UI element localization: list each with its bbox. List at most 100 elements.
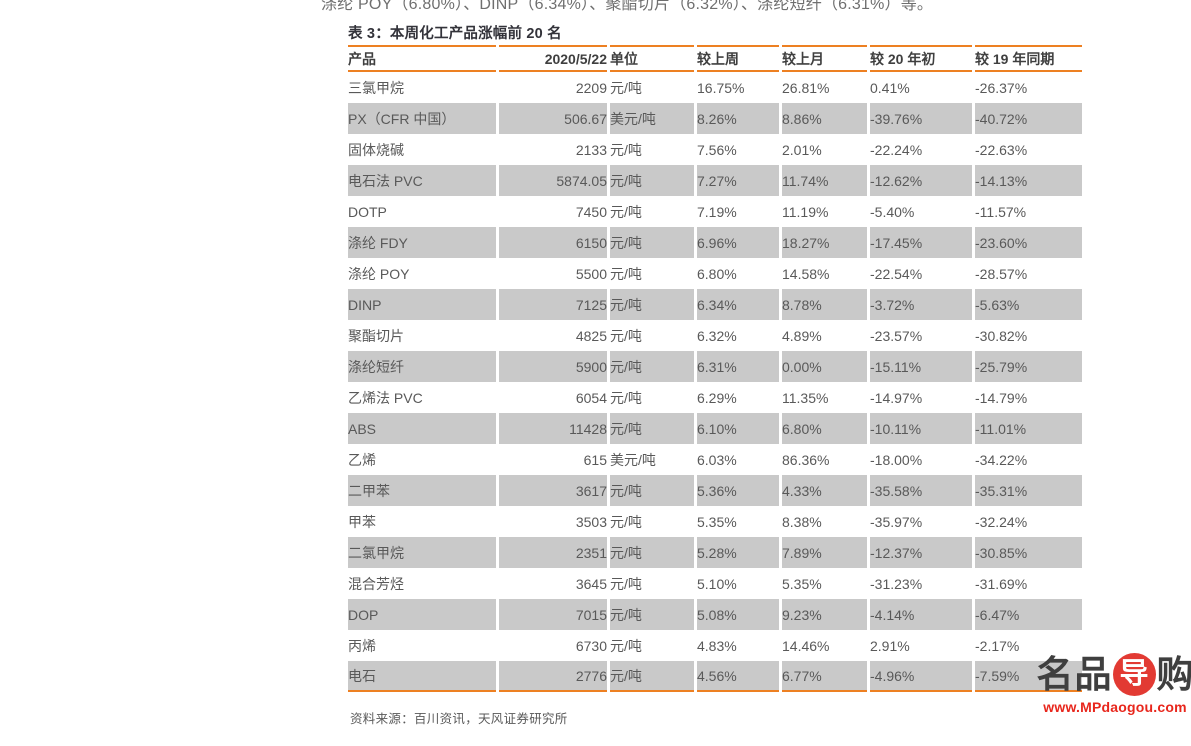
header-yoy: 较 19 年同期	[975, 45, 1082, 72]
price-change-table: 产品 2020/5/22 单位 较上周 较上月 较 20 年初 较 19 年同期…	[345, 45, 1085, 692]
cell: 甲苯	[348, 513, 376, 530]
cell: 14.58%	[782, 265, 830, 282]
cell: 6.03%	[697, 451, 737, 468]
cell: 固体烧碱	[348, 141, 404, 158]
logo-characters: 名 品 导 购	[1036, 653, 1191, 696]
cell: 元/吨	[610, 351, 694, 382]
cell: 元/吨	[610, 289, 694, 320]
cell: 8.86%	[782, 103, 867, 134]
cell: -4.14%	[870, 599, 972, 630]
cell: 3617	[499, 475, 607, 506]
cell: 7.56%	[697, 141, 737, 158]
table-row: 乙烯法 PVC 6054 元/吨 6.29% 11.35% -14.97% -14.79%	[348, 382, 1082, 413]
cell: 11428	[499, 413, 607, 444]
cell: 6.80%	[782, 413, 867, 444]
cell: 6.34%	[697, 289, 779, 320]
cell: 混合芳烃	[348, 575, 404, 592]
cell: 三氯甲烷	[348, 79, 404, 96]
cell: 7450	[575, 203, 607, 220]
cell: -7.59%	[975, 661, 1082, 692]
cell: 8.26%	[697, 103, 779, 134]
cell: 涤纶 POY	[348, 265, 410, 282]
header-product: 产品	[348, 45, 496, 72]
cell: 2.01%	[782, 141, 822, 158]
cell: -11.57%	[975, 203, 1027, 220]
cell: 6.77%	[782, 661, 867, 692]
cell: 2776	[499, 661, 607, 692]
cell: 86.36%	[782, 451, 830, 468]
cell: 4.56%	[697, 661, 779, 692]
cell: 5.36%	[697, 475, 779, 506]
cell: 8.38%	[782, 513, 822, 530]
cell: -35.58%	[870, 475, 972, 506]
cell: 元/吨	[610, 599, 694, 630]
cell: 6.29%	[697, 389, 737, 406]
cell: DOTP	[348, 203, 387, 220]
cell: -22.54%	[870, 265, 923, 282]
cell: 涤纶短纤	[348, 351, 496, 382]
cell: -23.60%	[975, 227, 1082, 258]
cell: 涤纶 FDY	[348, 227, 496, 258]
cell: 元/吨	[610, 227, 694, 258]
cell: 乙烯	[348, 451, 376, 468]
cell: 元/吨	[610, 513, 642, 530]
cell: 9.23%	[782, 599, 867, 630]
cell: -31.23%	[870, 575, 923, 592]
cell: -18.00%	[870, 451, 923, 468]
table-row: 甲苯 3503 元/吨 5.35% 8.38% -35.97% -32.24%	[348, 506, 1082, 537]
cell: 5.10%	[697, 575, 737, 592]
table-row: 混合芳烃 3645 元/吨 5.10% 5.35% -31.23% -31.69%	[348, 568, 1082, 599]
cell: -17.45%	[870, 227, 972, 258]
cell: 11.74%	[782, 165, 867, 196]
cell: 6.31%	[697, 351, 779, 382]
cell: -30.82%	[975, 327, 1028, 344]
cell: -35.31%	[975, 475, 1082, 506]
cell: 元/吨	[610, 141, 642, 158]
cell: -26.37%	[975, 79, 1028, 96]
table-row: 涤纶短纤 5900 元/吨 6.31% 0.00% -15.11% -25.79%	[348, 351, 1082, 382]
table-row: 丙烯 6730 元/吨 4.83% 14.46% 2.91% -2.17%	[348, 630, 1082, 661]
cell: 元/吨	[610, 265, 642, 282]
cell: 4.89%	[782, 327, 822, 344]
cell: 11.19%	[782, 203, 829, 220]
cell: 元/吨	[610, 637, 642, 654]
cell: -5.63%	[975, 289, 1082, 320]
cell: 聚酯切片	[348, 327, 404, 344]
cell: -5.40%	[870, 203, 915, 220]
cell: 电石法 PVC	[348, 165, 496, 196]
cell: -10.11%	[870, 413, 972, 444]
cell: 6.10%	[697, 413, 779, 444]
cell: 二甲苯	[348, 475, 496, 506]
cell: 美元/吨	[610, 451, 656, 468]
table-row: 电石法 PVC 5874.05 元/吨 7.27% 11.74% -12.62% -14.1…	[348, 165, 1082, 196]
cell: 6054	[575, 389, 607, 406]
cell: -4.96%	[870, 661, 972, 692]
cell: 18.27%	[782, 227, 867, 258]
logo-url-link[interactable]: www.MPdaogou.com	[1043, 699, 1187, 715]
table-row: DOTP 7450 元/吨 7.19% 11.19% -5.40% -11.57%	[348, 196, 1082, 227]
table-row: 三氯甲烷 2209 元/吨 16.75% 26.81% 0.41% -26.37%	[348, 72, 1082, 103]
header-mom: 较上月	[782, 45, 867, 72]
cell: -22.63%	[975, 141, 1028, 158]
cell: 4825	[575, 327, 607, 344]
header-wow: 较上周	[697, 45, 779, 72]
cell: PX（CFR 中国）	[348, 103, 496, 134]
cell: -2.17%	[975, 637, 1020, 654]
cell: 美元/吨	[610, 103, 694, 134]
header-row: 产品 2020/5/22 单位 较上周 较上月 较 20 年初 较 19 年同期	[348, 45, 1082, 72]
table-row: PX（CFR 中国） 506.67 美元/吨 8.26% 8.86% -39.76% -40…	[348, 103, 1082, 134]
cell: 7.27%	[697, 165, 779, 196]
mpdaogou-logo: 名 品 导 购 www.MPdaogou.com	[1036, 653, 1191, 715]
logo-char-1: 名	[1036, 654, 1074, 695]
table-row: ABS 11428 元/吨 6.10% 6.80% -10.11% -11.01%	[348, 413, 1082, 444]
cell: DINP	[348, 289, 496, 320]
cell: -31.69%	[975, 575, 1028, 592]
cell: 2209	[575, 79, 607, 96]
logo-red-circle-char: 导	[1112, 653, 1156, 696]
table-row: DINP 7125 元/吨 6.34% 8.78% -3.72% -5.63%	[348, 289, 1082, 320]
cell: -35.97%	[870, 513, 923, 530]
table-row: DOP 7015 元/吨 5.08% 9.23% -4.14% -6.47%	[348, 599, 1082, 630]
table-row: 涤纶 FDY 6150 元/吨 6.96% 18.27% -17.45% -23.60%	[348, 227, 1082, 258]
cell: 元/吨	[610, 575, 642, 592]
